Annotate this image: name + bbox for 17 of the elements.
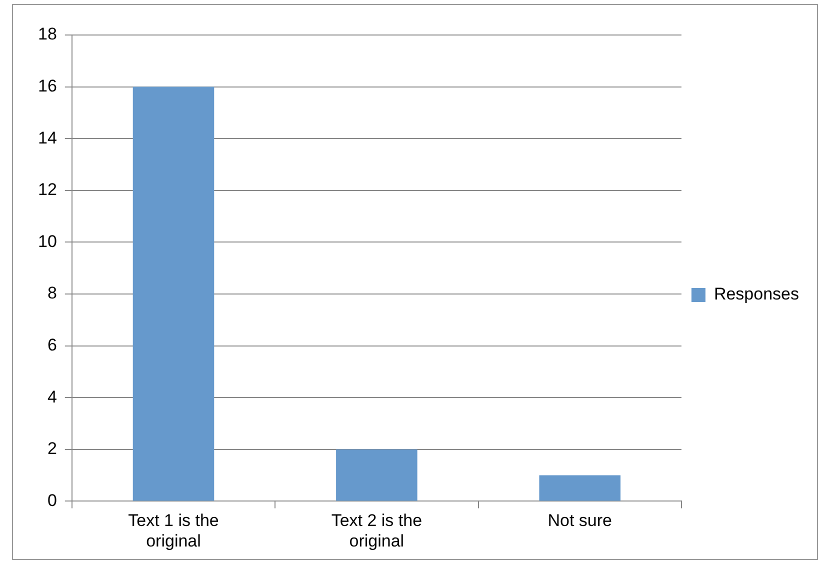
x-tick-label: Not sure xyxy=(548,511,612,530)
bar xyxy=(539,475,620,501)
y-tick-label: 10 xyxy=(38,232,57,251)
y-tick-label: 12 xyxy=(38,180,57,200)
y-tick-label: 0 xyxy=(47,490,57,510)
y-tick-label: 6 xyxy=(47,335,57,354)
y-tick-label: 18 xyxy=(38,24,57,44)
y-tick-label: 2 xyxy=(47,439,57,458)
y-tick-label: 14 xyxy=(38,128,57,148)
bar xyxy=(132,86,214,501)
y-tick-label: 8 xyxy=(47,284,57,303)
x-tick-label: Text 2 is the original xyxy=(331,511,422,550)
y-tick-label: 4 xyxy=(47,387,57,406)
y-tick-label: 16 xyxy=(38,76,57,96)
x-tick-label: Text 1 is the original xyxy=(128,511,219,550)
legend-label: Responses xyxy=(714,284,800,304)
bar xyxy=(336,449,418,501)
